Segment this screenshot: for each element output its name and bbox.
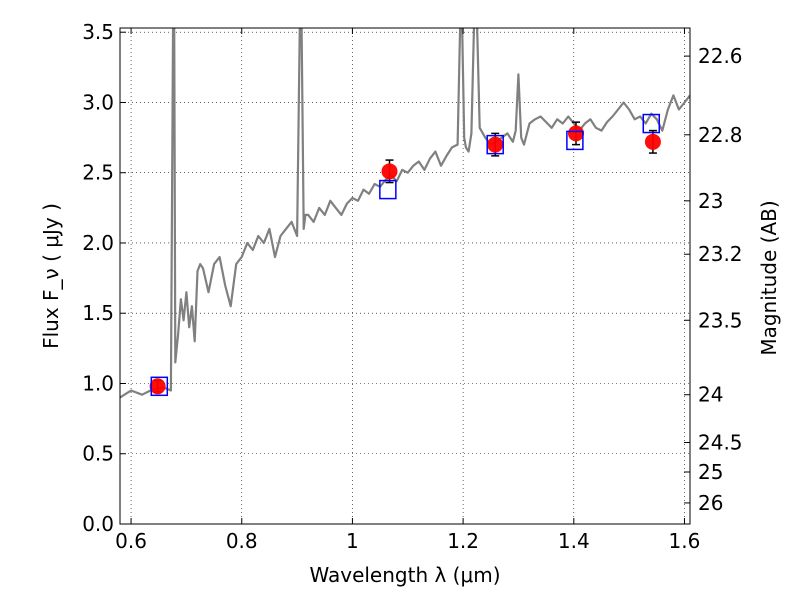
y-axis-ticks: 0.0 0.5 1.0 1.5 2.0 2.5 3.0 3.5 [82,20,126,536]
y-tick-label: 2.5 [82,161,114,185]
y2-tick-label: 23.2 [698,242,743,266]
y-tick-label: 1.5 [82,301,114,325]
y2-tick-label: 23.5 [698,308,743,332]
y2-tick-label: 23 [698,189,723,213]
x-tick-label: 1 [346,529,359,553]
spectrum-line [120,28,690,399]
y2-tick-label: 25 [698,460,723,484]
y2-tick-label: 24 [698,383,723,407]
y2-tick-label: 24.5 [698,431,743,455]
y-tick-label: 0.5 [82,442,114,466]
x-tick-label: 1.4 [558,529,590,553]
x-tick-label: 0.8 [226,529,258,553]
y2-axis-label: Magnitude (AB) [757,200,781,355]
x-tick-label: 1.2 [447,529,479,553]
x-axis-label: Wavelength λ (μm) [309,563,500,587]
y2-tick-label: 26 [698,491,723,515]
model-point [486,134,504,155]
observed-point [381,163,398,180]
observed-point [568,125,584,142]
x-axis-ticks: 0.6 0.8 1 1.2 1.4 1.6 [115,28,700,553]
y-axis-label: Flux F_ν ( μJy ) [39,203,63,349]
y-tick-label: 2.0 [82,231,114,255]
y2-axis-ticks: 22.6 22.8 23 23.2 23.5 24 24.5 25 26 [684,44,743,515]
observed-point [644,133,661,150]
x-tick-label: 1.6 [669,529,701,553]
y-tick-label: 3.5 [82,20,114,44]
x-tick-label: 0.6 [115,529,147,553]
y2-tick-label: 22.6 [698,44,743,68]
model-point [379,179,397,200]
series-layer [120,28,690,399]
model-point [150,376,169,397]
observed-point [149,378,166,395]
model-point [642,113,661,134]
y-tick-label: 3.0 [82,90,114,114]
model-point [566,130,584,151]
plot-background [120,28,690,524]
y2-tick-label: 22.8 [698,123,743,147]
y-tick-label: 0.0 [82,512,114,536]
markers-layer [149,113,661,397]
plot-frame [119,27,691,525]
y-tick-label: 1.0 [82,371,114,395]
observed-point [487,136,504,153]
